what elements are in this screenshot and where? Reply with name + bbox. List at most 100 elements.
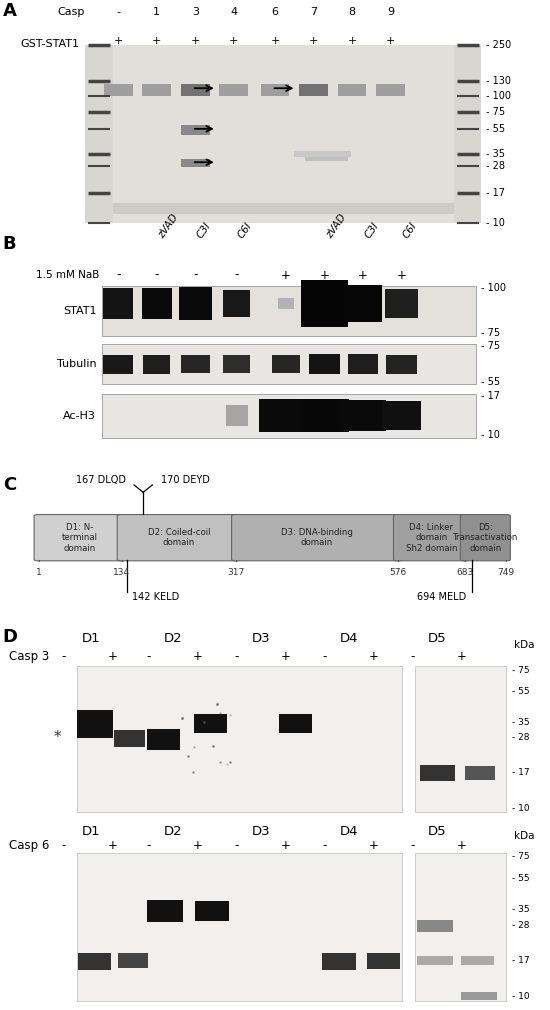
Text: Casp 6: Casp 6	[9, 839, 50, 852]
Text: zVAD: zVAD	[324, 212, 348, 240]
Text: - 17: - 17	[512, 768, 529, 777]
Text: - 75: - 75	[481, 328, 500, 338]
Bar	[261, 84, 289, 96]
Bar	[279, 714, 312, 733]
Text: C3I: C3I	[195, 221, 213, 240]
Text: +: +	[457, 650, 467, 664]
Text: +: +	[152, 36, 162, 46]
Text: A: A	[3, 2, 16, 20]
Bar	[301, 280, 348, 327]
Text: - 75: - 75	[486, 107, 505, 117]
Text: 1.5 mM NaB: 1.5 mM NaB	[36, 270, 99, 280]
Text: +: +	[190, 36, 200, 46]
Bar	[78, 952, 111, 971]
Text: 1: 1	[153, 7, 160, 17]
Bar	[113, 203, 454, 214]
Text: 694 MELD: 694 MELD	[417, 592, 466, 602]
Bar	[417, 956, 453, 965]
Text: - 10: - 10	[481, 430, 500, 440]
Bar	[181, 356, 210, 373]
Bar	[104, 84, 133, 96]
Text: +: +	[457, 839, 467, 852]
Text: - 55: - 55	[486, 124, 505, 134]
Bar	[102, 343, 476, 384]
FancyBboxPatch shape	[232, 514, 402, 561]
Text: 317: 317	[227, 569, 245, 578]
Text: -: -	[322, 839, 327, 852]
Bar	[114, 730, 145, 747]
Bar	[147, 901, 183, 922]
Text: +: +	[281, 269, 291, 282]
Text: D5: D5	[428, 825, 447, 838]
Text: +: +	[369, 650, 379, 664]
Text: 4: 4	[230, 7, 237, 17]
Text: D4: D4	[340, 632, 359, 645]
Text: +: +	[309, 36, 318, 46]
Text: - 100: - 100	[481, 283, 506, 293]
Text: -: -	[322, 650, 327, 664]
Bar	[272, 356, 300, 373]
Text: - 55: - 55	[481, 377, 500, 387]
Text: +: +	[113, 36, 123, 46]
Bar	[226, 405, 248, 426]
Bar	[415, 853, 506, 1001]
Text: -: -	[61, 839, 65, 852]
FancyBboxPatch shape	[460, 514, 510, 561]
Bar	[195, 901, 229, 921]
Text: - 10: - 10	[512, 993, 529, 1002]
Text: -: -	[193, 269, 197, 282]
Text: +: +	[270, 36, 280, 46]
Bar	[223, 291, 250, 316]
Text: D2: D2	[164, 632, 183, 645]
Bar	[181, 159, 210, 168]
Text: -: -	[155, 269, 159, 282]
Text: - 100: - 100	[486, 91, 510, 101]
Text: *: *	[54, 730, 62, 745]
Bar	[181, 84, 210, 96]
Text: 6: 6	[272, 7, 278, 17]
Text: +: +	[229, 36, 239, 46]
Bar	[344, 285, 382, 322]
Bar	[461, 992, 497, 1000]
Text: +: +	[193, 839, 203, 852]
Text: C6I: C6I	[402, 221, 419, 240]
Bar	[179, 287, 212, 320]
Text: - 10: - 10	[486, 218, 504, 227]
Text: - 75: - 75	[481, 341, 500, 351]
Text: +: +	[369, 839, 379, 852]
Text: +: +	[108, 650, 118, 664]
Text: -: -	[410, 650, 415, 664]
Text: D3: D3	[252, 825, 271, 838]
Text: Ac-H3: Ac-H3	[63, 411, 96, 420]
Text: 1: 1	[36, 569, 41, 578]
Text: - 10: - 10	[512, 804, 529, 813]
Bar	[299, 84, 328, 96]
Bar	[382, 401, 421, 430]
Bar	[77, 667, 402, 812]
Text: kDa: kDa	[514, 639, 535, 649]
Bar	[219, 84, 248, 96]
Bar	[415, 667, 506, 812]
Text: - 35: - 35	[512, 905, 529, 914]
Bar	[278, 298, 294, 309]
Text: - 250: - 250	[486, 40, 511, 50]
Bar	[142, 84, 171, 96]
Bar	[194, 714, 227, 733]
Text: - 17: - 17	[481, 391, 500, 401]
Text: D1: D1	[81, 825, 100, 838]
Bar	[420, 766, 455, 781]
Text: -: -	[116, 269, 120, 282]
Bar	[367, 953, 400, 969]
Text: +: +	[108, 839, 118, 852]
Bar	[258, 399, 314, 432]
Text: +: +	[358, 269, 368, 282]
Bar	[181, 125, 210, 134]
Bar	[376, 84, 405, 96]
Bar	[103, 355, 133, 374]
Text: -: -	[410, 839, 415, 852]
Bar	[294, 152, 351, 158]
Text: +: +	[386, 36, 395, 46]
Text: D2: D2	[164, 825, 183, 838]
Text: - 130: - 130	[486, 77, 510, 87]
Text: 134: 134	[113, 569, 130, 578]
